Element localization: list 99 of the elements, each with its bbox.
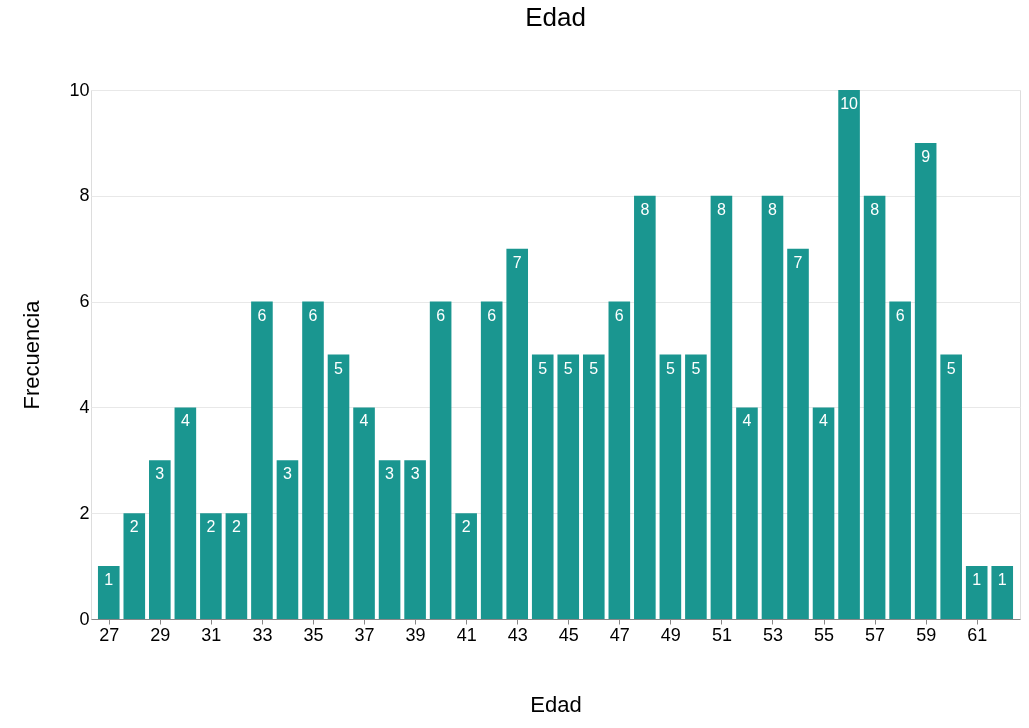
bar xyxy=(378,460,401,619)
data-label: 6 xyxy=(436,306,446,324)
y-tick-label: 2 xyxy=(79,502,90,523)
data-label: 8 xyxy=(870,200,880,218)
x-tick-label: 29 xyxy=(150,624,171,645)
data-label: 4 xyxy=(742,412,752,430)
bar xyxy=(940,354,962,619)
data-label: 4 xyxy=(359,412,369,430)
x-tick-label: 37 xyxy=(354,624,375,645)
y-tick-label: 0 xyxy=(79,608,90,629)
bar xyxy=(685,354,707,619)
bar xyxy=(200,513,222,619)
x-tick-label: 59 xyxy=(916,624,937,645)
data-label: 3 xyxy=(155,465,165,483)
data-label: 6 xyxy=(257,306,267,324)
data-label: 5 xyxy=(334,359,344,377)
y-axis-title: Frecuencia xyxy=(19,299,45,410)
bar xyxy=(506,248,529,619)
data-label: 7 xyxy=(512,253,522,271)
chart-title: Edad xyxy=(525,2,586,32)
bar xyxy=(659,354,682,619)
bar xyxy=(736,407,758,619)
bar xyxy=(404,460,426,619)
data-label: 1 xyxy=(972,571,982,589)
bar xyxy=(174,407,197,619)
bar xyxy=(251,301,273,619)
data-label: 8 xyxy=(768,200,778,218)
data-label: 5 xyxy=(665,359,675,377)
bar xyxy=(149,460,171,619)
bar xyxy=(761,195,784,619)
data-label: 3 xyxy=(283,465,293,483)
bar xyxy=(889,301,911,619)
bar xyxy=(97,566,120,619)
data-label: 7 xyxy=(793,253,803,271)
data-label: 4 xyxy=(180,412,190,430)
data-label: 3 xyxy=(385,465,395,483)
y-tick-label: 8 xyxy=(79,185,90,206)
data-label: 5 xyxy=(538,359,548,377)
bar xyxy=(582,354,605,619)
bar xyxy=(531,354,554,619)
data-label: 4 xyxy=(819,412,829,430)
data-label: 2 xyxy=(129,518,139,536)
x-tick-label: 43 xyxy=(507,624,528,645)
data-label: 2 xyxy=(231,518,241,536)
data-label: 6 xyxy=(308,306,318,324)
data-label: 5 xyxy=(563,359,573,377)
x-tick-label: 53 xyxy=(762,624,783,645)
data-label: 8 xyxy=(640,200,650,218)
y-tick-label: 10 xyxy=(69,79,90,100)
bar xyxy=(991,566,1014,619)
data-label: 5 xyxy=(946,359,956,377)
bar xyxy=(557,354,580,619)
data-label: 8 xyxy=(716,200,726,218)
bar xyxy=(455,513,477,619)
bar xyxy=(710,195,733,619)
x-tick-label: 61 xyxy=(967,624,988,645)
x-tick-label: 45 xyxy=(558,624,579,645)
bar xyxy=(608,301,631,619)
data-label: 6 xyxy=(614,306,624,324)
bar xyxy=(123,513,146,619)
data-label: 2 xyxy=(206,518,216,536)
bar xyxy=(480,301,503,619)
bar xyxy=(429,301,452,619)
x-tick-label: 31 xyxy=(201,624,222,645)
data-label: 1 xyxy=(104,571,114,589)
data-label: 2 xyxy=(461,518,471,536)
bar xyxy=(225,513,248,619)
data-label: 10 xyxy=(840,95,859,112)
data-label: 9 xyxy=(921,147,931,165)
bar xyxy=(812,407,835,619)
x-tick-label: 27 xyxy=(99,624,120,645)
bar xyxy=(353,407,375,619)
x-axis-title: Edad xyxy=(530,691,582,717)
x-tick-label: 49 xyxy=(660,624,681,645)
y-tick-label: 4 xyxy=(79,396,90,417)
bar xyxy=(863,195,886,619)
bar xyxy=(914,142,937,619)
x-tick-label: 33 xyxy=(252,624,273,645)
bar xyxy=(634,195,656,619)
x-tick-label: 41 xyxy=(456,624,477,645)
x-tick-label: 51 xyxy=(711,624,732,645)
data-label: 5 xyxy=(589,359,599,377)
data-label: 1 xyxy=(997,571,1007,589)
x-tick-label: 47 xyxy=(609,624,630,645)
x-tick-label: 35 xyxy=(303,624,324,645)
bar xyxy=(838,90,860,619)
data-label: 3 xyxy=(410,465,420,483)
bar xyxy=(327,354,350,619)
x-tick-label: 55 xyxy=(814,624,835,645)
bar xyxy=(276,460,299,619)
data-label: 5 xyxy=(691,359,701,377)
x-tick-label: 39 xyxy=(405,624,426,645)
data-label: 6 xyxy=(487,306,497,324)
bar xyxy=(787,248,809,619)
bar xyxy=(965,566,988,619)
y-tick-label: 6 xyxy=(79,291,90,312)
x-tick-label: 57 xyxy=(865,624,886,645)
data-label: 6 xyxy=(895,306,905,324)
bar xyxy=(302,301,324,619)
